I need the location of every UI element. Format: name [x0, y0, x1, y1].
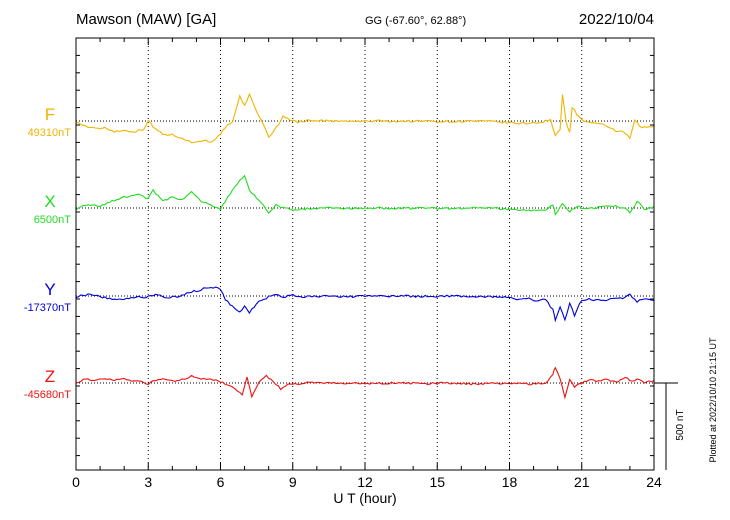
series-name-f: F: [45, 105, 55, 124]
x-tick-label: 12: [357, 474, 373, 490]
series-labels: F 49310nT X 6500nT Y -17370nT Z -45680nT: [24, 105, 71, 401]
x-tick-label: 15: [429, 474, 445, 490]
chart-subtitle: GG (-67.60°, 62.88°): [365, 15, 466, 27]
series-line-f: [75, 92, 655, 144]
series-line-y: [75, 286, 655, 323]
series-name-x: X: [44, 192, 55, 211]
x-ticks: 0 3 6 9 12 15 18 21 24: [72, 37, 662, 490]
x-tick-label: 3: [144, 474, 152, 490]
x-tick-label: 9: [289, 474, 297, 490]
chart-date: 2022/10/04: [579, 11, 654, 28]
series-name-z: Z: [45, 367, 55, 386]
x-tick-label: 18: [502, 474, 518, 490]
series-baseline-label-f: 49310nT: [28, 127, 72, 139]
series-baseline-label-z: -45680nT: [24, 389, 71, 401]
series-line-x: [75, 174, 655, 216]
series-name-y: Y: [44, 280, 55, 299]
grid: [147, 38, 583, 470]
x-axis-label: U T (hour): [333, 490, 396, 506]
series-lines: [75, 92, 655, 400]
chart-title: Mawson (MAW) [GA]: [76, 11, 216, 28]
series-line-z: [75, 366, 655, 400]
plotted-at-footer: Plotted at 2022/10/10 21:15 UT: [708, 337, 718, 463]
scale-bar-label: 500 nT: [675, 409, 686, 440]
series-baseline-label-y: -17370nT: [24, 302, 71, 314]
x-tick-label: 6: [217, 474, 225, 490]
x-tick-label: 21: [574, 474, 590, 490]
x-tick-label: 0: [72, 474, 80, 490]
x-tick-label: 24: [646, 474, 662, 490]
series-baselines: [76, 120, 654, 384]
series-baseline-label-x: 6500nT: [34, 214, 72, 226]
